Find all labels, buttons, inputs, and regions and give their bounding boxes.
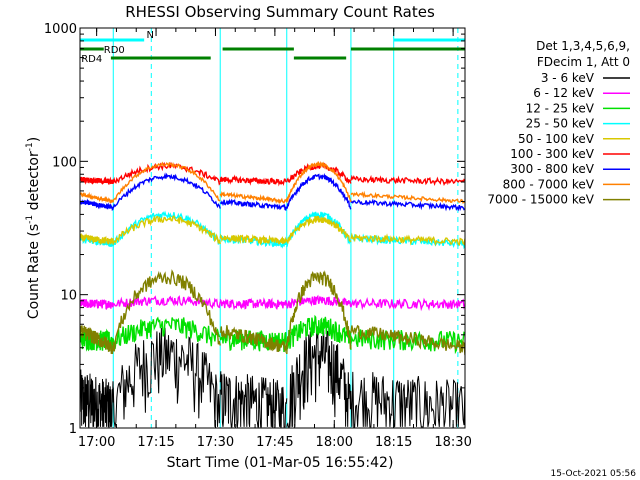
y-axis: 1 10 100 1000 bbox=[44, 22, 465, 437]
x-tick-label-0: 17:00 bbox=[78, 435, 115, 450]
legend-label-3: 25 - 50 keV bbox=[526, 117, 595, 131]
legend: Det 1,3,4,5,6,9, FDecim 1, Att 0 3 - 6 k… bbox=[487, 39, 630, 207]
series-line-6 bbox=[80, 172, 465, 212]
legend-label-7: 800 - 7000 keV bbox=[503, 177, 595, 191]
chart-title: RHESSI Observing Summary Count Rates bbox=[125, 3, 435, 21]
y-tick-label-0: 1 bbox=[69, 422, 77, 437]
footer-timestamp: 15-Oct-2021 05:56 bbox=[551, 469, 637, 479]
x-axis-label: Start Time (01-Mar-05 16:55:42) bbox=[167, 455, 394, 471]
series-line-7 bbox=[80, 160, 465, 205]
x-tick-label-3: 17:45 bbox=[256, 435, 293, 450]
series-line-4 bbox=[80, 215, 465, 247]
legend-label-2: 12 - 25 keV bbox=[526, 101, 595, 115]
x-tick-label-6: 18:30 bbox=[434, 435, 471, 450]
series-line-1 bbox=[80, 294, 465, 312]
legend-label-6: 300 - 800 keV bbox=[510, 162, 594, 176]
legend-label-1: 6 - 12 keV bbox=[533, 86, 595, 100]
series-line-8 bbox=[80, 269, 465, 356]
series-line-2 bbox=[80, 314, 465, 355]
x-tick-label-1: 17:15 bbox=[137, 435, 174, 450]
y-tick-label-2: 100 bbox=[52, 155, 77, 170]
plot-frame bbox=[79, 27, 466, 429]
flag-label-rd0: RD0 bbox=[104, 45, 125, 56]
legend-label-4: 50 - 100 keV bbox=[518, 132, 595, 146]
x-tick-label-4: 18:00 bbox=[316, 435, 353, 450]
legend-label-8: 7000 - 15000 keV bbox=[487, 193, 594, 207]
y-tick-label-3: 1000 bbox=[44, 22, 77, 37]
y-tick-label-1: 10 bbox=[60, 289, 77, 304]
legend-header-1: Det 1,3,4,5,6,9, bbox=[536, 39, 630, 53]
x-axis: 17:00 17:15 17:30 17:45 18:00 18:15 18:30 bbox=[78, 28, 472, 450]
flag-label-n: N bbox=[147, 30, 154, 41]
legend-header-2: FDecim 1, Att 0 bbox=[537, 55, 630, 69]
legend-label-5: 100 - 300 keV bbox=[510, 147, 594, 161]
x-tick-label-5: 18:15 bbox=[375, 435, 412, 450]
flag-label-rd4: RD4 bbox=[81, 54, 102, 65]
y-axis-label: Count Rate (s-1 detector-1) bbox=[25, 137, 42, 319]
series-line-5 bbox=[80, 161, 465, 187]
x-tick-label-2: 17:30 bbox=[197, 435, 234, 450]
legend-label-0: 3 - 6 keV bbox=[541, 71, 595, 85]
